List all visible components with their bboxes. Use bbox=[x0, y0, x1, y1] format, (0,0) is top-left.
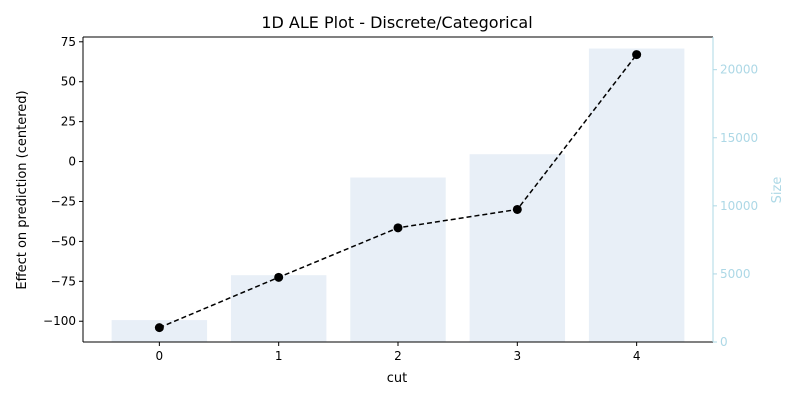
ale-point bbox=[274, 272, 284, 282]
y2-tick-label: 0 bbox=[720, 335, 728, 349]
ale-line-series bbox=[154, 50, 642, 333]
y-tick-label: 25 bbox=[61, 115, 76, 129]
ale-point bbox=[512, 204, 522, 214]
y-tick-label: 75 bbox=[61, 35, 76, 49]
y2-tick-label: 15000 bbox=[720, 131, 758, 145]
size-bar bbox=[588, 48, 685, 342]
y-tick-label: −100 bbox=[43, 314, 76, 328]
y-tick-label: 0 bbox=[68, 155, 76, 169]
axes: 0 1 2 3 4 75 50 25 0 −25 −50 −75 −100 0 5000 10000 15000… bbox=[43, 35, 758, 363]
ale-point bbox=[393, 223, 403, 233]
y2-tick-label: 5000 bbox=[720, 267, 751, 281]
y-tick-label: −50 bbox=[51, 234, 76, 248]
size-bar bbox=[230, 275, 327, 342]
x-tick-label: 0 bbox=[156, 349, 164, 363]
x-tick-label: 1 bbox=[275, 349, 283, 363]
x-tick-label: 3 bbox=[513, 349, 521, 363]
y2-tick-label: 10000 bbox=[720, 199, 758, 213]
y-tick-label: −75 bbox=[51, 274, 76, 288]
x-tick-label: 2 bbox=[394, 349, 402, 363]
y-tick-label: −25 bbox=[51, 194, 76, 208]
size-bars bbox=[111, 48, 685, 342]
x-tick-label: 4 bbox=[633, 349, 641, 363]
y-tick-label: 50 bbox=[61, 75, 76, 89]
ale-point bbox=[632, 50, 642, 60]
size-bar bbox=[350, 177, 446, 342]
y2-axis-label: Size bbox=[770, 177, 785, 204]
y2-tick-label: 20000 bbox=[720, 63, 758, 77]
x-axis-label: cut bbox=[387, 371, 407, 386]
ale-point bbox=[154, 323, 164, 333]
size-bar bbox=[469, 154, 566, 342]
y-axis-label: Effect on prediction (centered) bbox=[15, 90, 30, 289]
chart-title: 1D ALE Plot - Discrete/Categorical bbox=[261, 13, 532, 32]
